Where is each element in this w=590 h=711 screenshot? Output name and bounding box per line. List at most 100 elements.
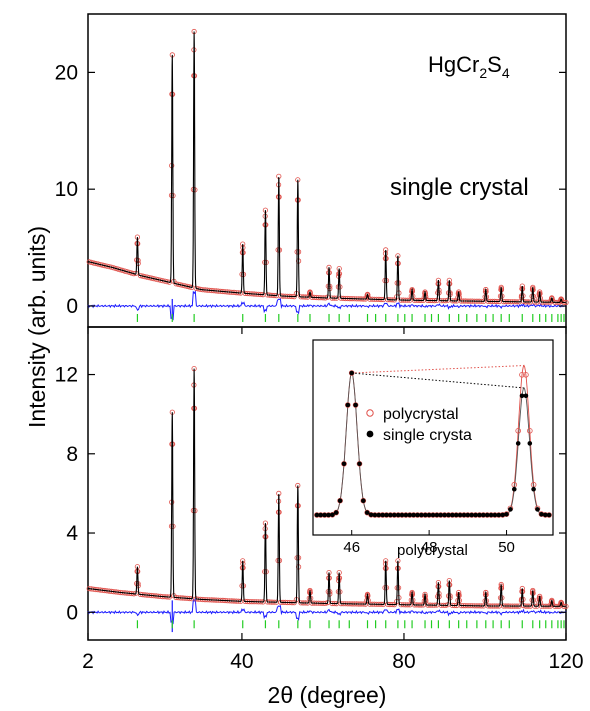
top-y-tick-label: 10 — [55, 178, 78, 201]
inset-single-crystal-point — [465, 512, 471, 518]
inset-single-crystal-point — [357, 461, 362, 467]
legend-polycrystal: polycrystal — [383, 406, 459, 423]
inset-single-crystal-point — [341, 461, 347, 467]
inset-polycrystal-point — [348, 370, 355, 376]
bottom-panel-marks — [86, 365, 569, 633]
x-axis-label: 2θ (degree) — [268, 682, 387, 708]
inset-x-label: polycrystal — [397, 542, 468, 559]
inset-single-crystal-point — [419, 512, 424, 518]
bottom-y-tick-label: 0 — [66, 601, 78, 624]
inset-panel: 46 48 50 polycrystal single crysta polycry… — [312, 339, 554, 559]
inset-single-crystal-point — [368, 512, 374, 518]
bottom-y-tick-label: 8 — [66, 443, 78, 466]
inset-single-crystal-point — [364, 510, 370, 515]
compound-label: HgCr2S4 — [428, 52, 510, 81]
inset-single-crystal-point — [531, 486, 536, 492]
x-tick-label: 40 — [230, 650, 253, 673]
inset-single-crystal-point — [461, 512, 467, 518]
legend-open-circle-marker — [366, 409, 374, 417]
bottom-difference-curve — [87, 597, 567, 625]
x-tick-label: 120 — [548, 650, 583, 673]
inset-single-crystal-point — [450, 512, 455, 518]
bottom-y-tick-label: 4 — [66, 522, 78, 545]
inset-polycrystal-point — [337, 497, 343, 504]
inset-single-crystal-point — [523, 393, 529, 399]
inset-polycrystal-point — [515, 427, 521, 434]
inset-single-crystal-point — [318, 512, 324, 518]
inset-single-crystal-point — [438, 512, 444, 518]
inset-single-crystal-point — [477, 512, 482, 518]
inset-single-crystal-point — [508, 507, 513, 512]
legend-filled-circle-marker — [366, 430, 374, 438]
inset-marks — [314, 364, 552, 518]
inset-single-crystal-point — [446, 512, 451, 518]
inset-tie-line — [351, 372, 525, 389]
top-panel-y-axis: 0 10 20 — [55, 61, 566, 318]
bottom-y-tick-label: 12 — [55, 364, 78, 387]
top-observed-point — [120, 267, 126, 273]
bottom-panel-frame — [87, 326, 567, 641]
inset-polycrystal-point — [519, 371, 525, 378]
inset-x-tick-label: 50 — [498, 539, 515, 556]
x-tick-label: 80 — [392, 650, 415, 673]
inset-single-crystal-point — [453, 512, 459, 518]
inset-single-crystal-point — [457, 512, 463, 518]
inset-single-crystal-point — [434, 512, 440, 518]
top-calculated-curve — [87, 31, 566, 304]
inset-single-crystal-point — [519, 393, 525, 399]
top-observed-point — [559, 298, 565, 304]
inset-single-crystal-point — [314, 512, 320, 518]
top-y-tick-label: 0 — [66, 295, 78, 318]
inset-single-crystal-point — [361, 498, 366, 504]
inset-single-crystal-point — [388, 512, 393, 518]
inset-polycrystal-point — [341, 460, 347, 467]
inset-single-crystal-point — [469, 512, 475, 518]
top-difference-curve — [87, 289, 567, 321]
inset-single-crystal-point — [473, 512, 478, 518]
inset-x-tick-label: 48 — [421, 539, 438, 556]
inset-tie-line — [351, 365, 524, 374]
inset-polycrystal-point — [356, 460, 363, 467]
inset-single-crystal-point — [512, 486, 517, 492]
top-y-tick-label: 20 — [55, 61, 78, 84]
inset-single-crystal-point — [535, 507, 540, 512]
inset-single-crystal-point — [527, 441, 533, 446]
inset-single-crystal-point — [345, 402, 351, 408]
inset-single-crystal-point — [488, 512, 494, 518]
inset-single-crystal-point — [415, 512, 420, 518]
y-axis-label: Intensity (arb. units) — [24, 226, 50, 428]
inset-polycrystal-point — [526, 427, 533, 434]
inset-single-crystal-point — [349, 370, 355, 376]
bottom-calculated-curve — [88, 368, 566, 607]
inset-x-axis: 46 48 50 — [343, 530, 515, 556]
inset-single-crystal-point — [515, 441, 521, 446]
inset-single-crystal-point — [423, 512, 428, 518]
inset-single-crystal-point — [546, 512, 552, 518]
top-panel-marks — [86, 28, 569, 322]
inset-single-crystal-point — [403, 512, 409, 518]
inset-single-crystal-point — [430, 512, 436, 518]
top-observed-point — [126, 269, 132, 275]
inset-x-tick-label: 46 — [343, 539, 360, 556]
inset-single-crystal-point — [353, 402, 358, 408]
inset-single-crystal-point — [399, 512, 405, 518]
inset-single-crystal-point — [380, 512, 386, 518]
inset-single-crystal-point — [384, 512, 389, 518]
inset-single-crystal-point — [411, 512, 416, 518]
shared-x-axis: 2 40 80 120 — [82, 327, 584, 673]
inset-single-crystal-point — [326, 512, 331, 518]
inset-polycrystal-point — [333, 509, 340, 516]
inset-polycrystal-point — [344, 402, 351, 408]
inset-single-crystal-point — [492, 512, 498, 518]
inset-single-crystal-point — [372, 512, 378, 518]
inset-single-crystal-point — [539, 512, 544, 517]
inset-single-crystal-point — [543, 512, 548, 518]
inset-polycrystal-point — [523, 371, 529, 378]
inset-single-crystal-point — [392, 512, 397, 518]
inset-single-crystal-point — [481, 512, 486, 518]
inset-single-crystal-point — [322, 512, 327, 518]
inset-polycrystal-point — [360, 497, 367, 504]
